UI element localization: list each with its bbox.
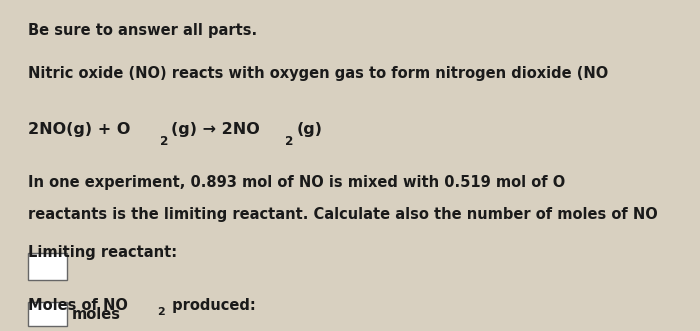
Text: reactants is the limiting reactant. Calculate also the number of moles of NO: reactants is the limiting reactant. Calc… bbox=[28, 207, 658, 222]
Text: Nitric oxide (NO) reacts with oxygen gas to form nitrogen dioxide (NO: Nitric oxide (NO) reacts with oxygen gas… bbox=[28, 66, 608, 81]
Text: (g): (g) bbox=[296, 122, 322, 137]
Text: In one experiment, 0.893 mol of NO is mixed with 0.519 mol of O: In one experiment, 0.893 mol of NO is mi… bbox=[28, 175, 566, 190]
Text: (g) → 2NO: (g) → 2NO bbox=[171, 122, 260, 137]
Text: Limiting reactant:: Limiting reactant: bbox=[28, 245, 177, 260]
Text: produced:: produced: bbox=[167, 298, 256, 313]
Text: 2NO(g) + O: 2NO(g) + O bbox=[28, 122, 130, 137]
Text: 2: 2 bbox=[286, 135, 294, 148]
Text: Be sure to answer all parts.: Be sure to answer all parts. bbox=[28, 23, 257, 38]
Text: moles: moles bbox=[72, 307, 121, 322]
Bar bbox=[28, 302, 66, 326]
Text: Moles of NO: Moles of NO bbox=[28, 298, 128, 313]
Text: 2: 2 bbox=[157, 307, 164, 317]
Text: 2: 2 bbox=[160, 135, 169, 148]
Bar bbox=[28, 253, 66, 280]
